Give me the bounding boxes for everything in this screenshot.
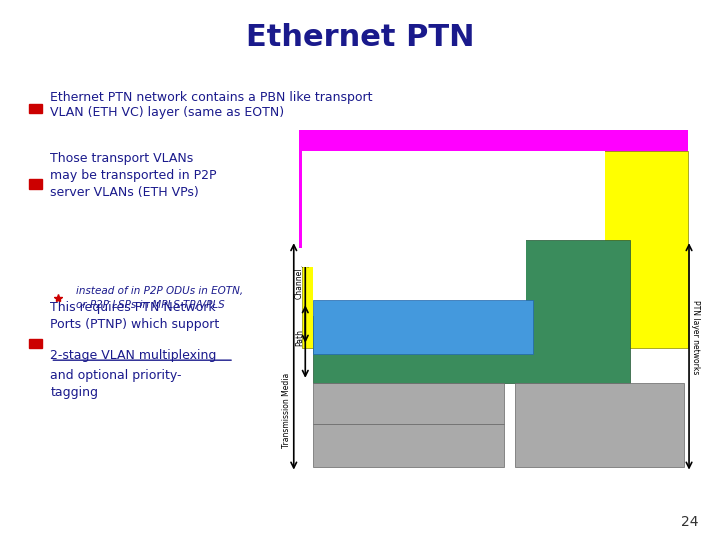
Bar bbox=[29, 104, 42, 113]
Text: Ethernet PTN network contains a PBN like transport
VLAN (ETH VC) layer (same as : Ethernet PTN network contains a PBN like… bbox=[50, 91, 373, 119]
Bar bbox=[302, 151, 605, 267]
Text: Path: Path bbox=[295, 329, 304, 346]
Text: This requires PTN Network
Ports (PTNP) which support: This requires PTN Network Ports (PTNP) w… bbox=[50, 301, 220, 331]
Text: (optional): (optional) bbox=[477, 248, 517, 256]
Text: Channel: Channel bbox=[295, 268, 304, 299]
Text: Circuit Switching Technology
(OTN, SDH, PDH): Circuit Switching Technology (OTN, SDH, … bbox=[364, 408, 454, 418]
Text: 2-stage VLAN multiplexing: 2-stage VLAN multiplexing bbox=[50, 349, 217, 362]
Text: Physical Media
(802.3): Physical Media (802.3) bbox=[558, 414, 641, 437]
Text: GFP: GFP bbox=[400, 387, 418, 395]
Bar bbox=[313, 383, 504, 424]
Text: Customer/Client service Layer: Customer/Client service Layer bbox=[415, 184, 572, 194]
Bar bbox=[313, 240, 630, 383]
Bar bbox=[302, 151, 688, 348]
Text: Virtual Path Layer: Virtual Path Layer bbox=[351, 247, 448, 257]
Bar bbox=[313, 424, 504, 467]
Text: - - - - - - - - - - -: - - - - - - - - - - - bbox=[384, 396, 433, 402]
Text: instead of in P2P ODUs in EOTN,
or P2P LSPs in MPLS-TP/VPLS: instead of in P2P ODUs in EOTN, or P2P L… bbox=[76, 287, 243, 309]
Text: Those transport VLANs
may be transported in P2P
server VLANs (ETH VPs): Those transport VLANs may be transported… bbox=[50, 152, 217, 199]
Text: PTN layer networks: PTN layer networks bbox=[691, 300, 700, 375]
Bar bbox=[313, 238, 526, 316]
Bar bbox=[515, 383, 684, 467]
Bar bbox=[299, 130, 688, 248]
Text: 24: 24 bbox=[681, 515, 698, 529]
Bar bbox=[29, 339, 42, 348]
Bar bbox=[29, 179, 42, 189]
Text: Virtual Channel Layer: Virtual Channel Layer bbox=[456, 158, 570, 168]
Text: (optional): (optional) bbox=[449, 322, 487, 331]
Text: (OTM-n, STM-n, GbE/FE,
xDSL...): (OTM-n, STM-n, GbE/FE, xDSL...) bbox=[372, 446, 446, 456]
Text: Ethernet PTN: Ethernet PTN bbox=[246, 23, 474, 52]
Text: Virtual Section Layer: Virtual Section Layer bbox=[333, 322, 438, 332]
Text: and optional priority-
tagging: and optional priority- tagging bbox=[50, 369, 182, 400]
Bar bbox=[313, 300, 533, 354]
Text: Transmission Media: Transmission Media bbox=[282, 373, 291, 448]
Text: Physical Media: Physical Media bbox=[375, 429, 442, 438]
